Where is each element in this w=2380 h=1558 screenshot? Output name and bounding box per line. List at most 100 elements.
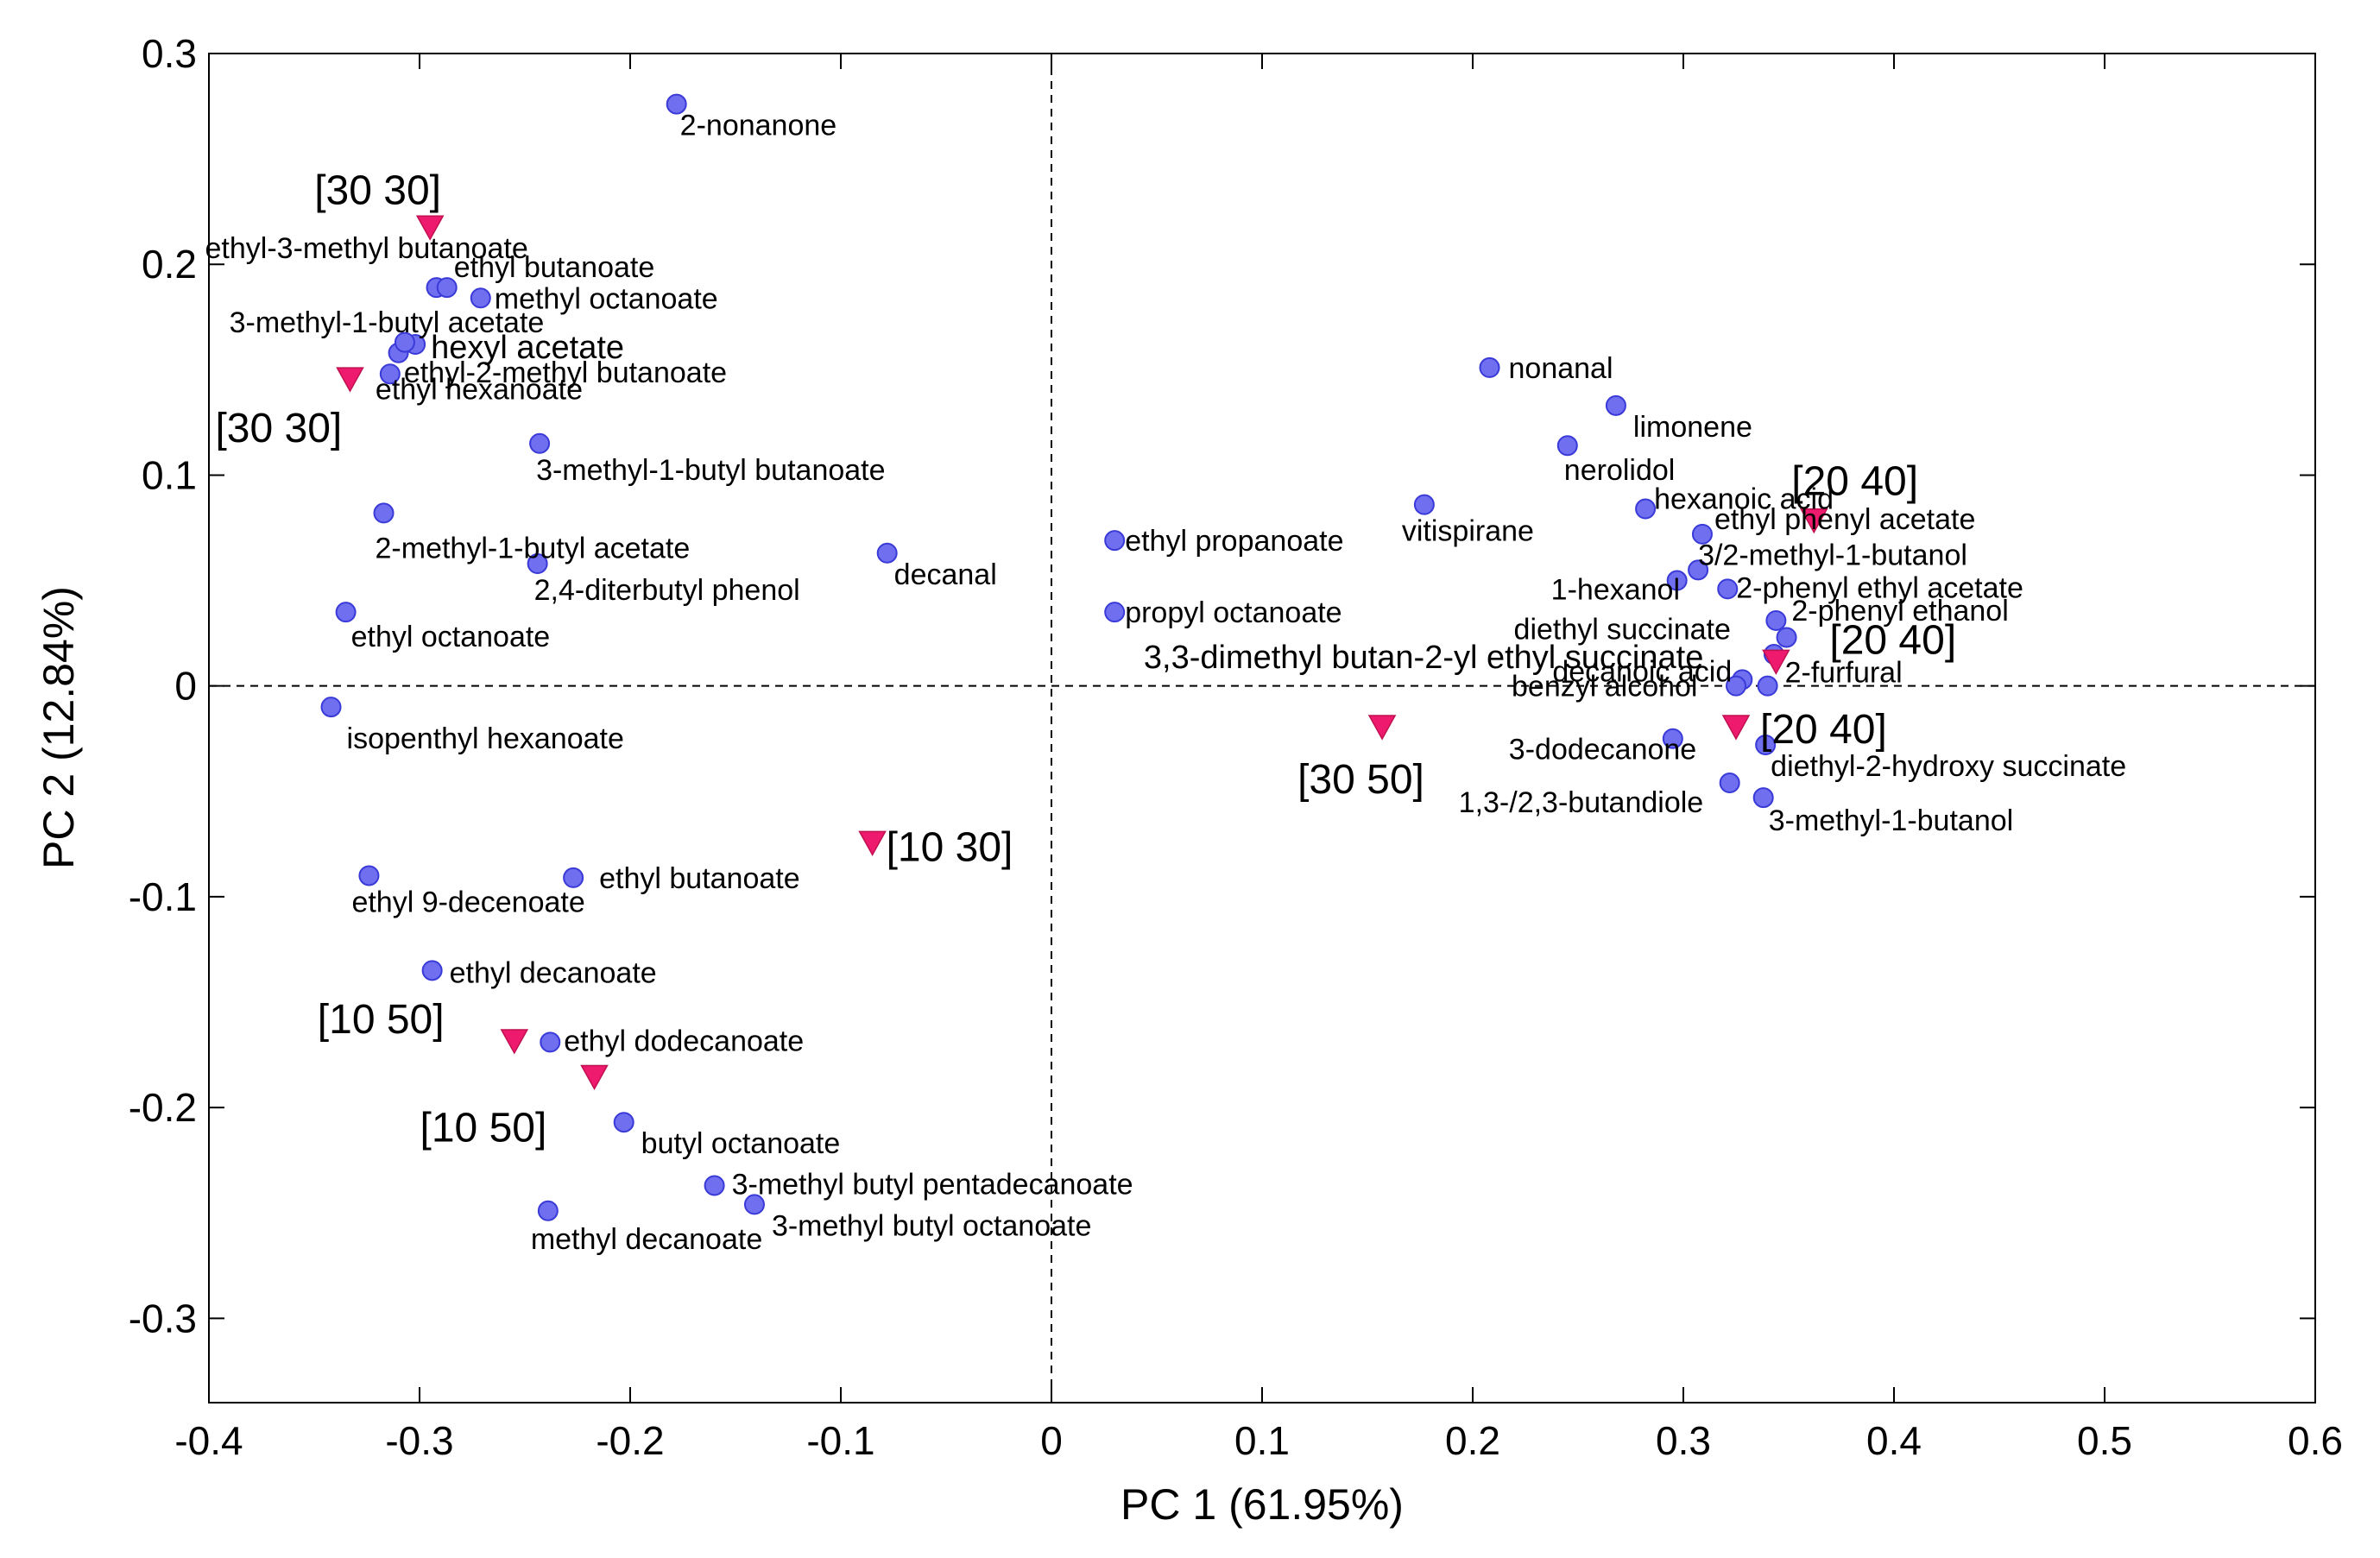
compound-label: 3-methyl-1-butyl butanoate [536, 454, 885, 487]
compound-label: 2-nonanone [680, 110, 837, 142]
compound-label: hexanoic acid [1654, 483, 1834, 516]
compound-point [1757, 675, 1778, 697]
sample-label: [30 30] [215, 406, 342, 451]
compound-label: ethyl dodecanoate [564, 1025, 804, 1057]
sample-markers [336, 215, 1828, 1091]
compound-point [373, 502, 395, 524]
compound-point [876, 542, 898, 564]
reference-lines [209, 54, 2315, 1403]
y-tick-label: 0.1 [142, 452, 197, 497]
x-tick-label: -0.2 [596, 1418, 664, 1463]
compound-label: 3-methyl butyl pentadecanoate [732, 1168, 1133, 1201]
compound-label: 3-methyl-1-butyl acetate [230, 306, 545, 339]
compound-label: methyl octanoate [495, 282, 718, 315]
sample-marker [500, 1029, 529, 1055]
compound-label: 3-dodecanone [1509, 734, 1696, 766]
compound-label: nerolidol [1564, 454, 1676, 487]
compound-label: diethyl succinate [1514, 613, 1731, 646]
sample-label: [20 40] [1791, 459, 1918, 505]
compound-point [743, 1194, 765, 1215]
sample-marker [1721, 715, 1751, 741]
compound-point [335, 602, 357, 623]
compound-label: decanoic acid [1552, 655, 1732, 688]
sample-label: [10 50] [318, 997, 445, 1043]
compound-point [1752, 787, 1774, 809]
y-tick-label: 0 [174, 664, 197, 709]
compound-point [1104, 602, 1126, 623]
compound-point [563, 867, 584, 888]
axis-ticks: -0.4 -0.3 -0.2 -0.1 0 0.1 0.2 0.3 0.4 0.5 0.6 -0.3 -… [129, 31, 2343, 1463]
compound-label: 3-methyl butyl octanoate [772, 1209, 1091, 1242]
sample-label: [20 40] [1829, 617, 1956, 663]
y-tick-label: 0.3 [142, 31, 197, 76]
compound-label: ethyl butanoate [454, 251, 655, 284]
compound-label: ethyl propanoate [1125, 525, 1343, 558]
compound-label: 2-phenyl ethyl acetate [1736, 571, 2023, 604]
compound-label: 2-furfural [1785, 657, 1903, 690]
compound-point [1605, 394, 1626, 416]
compound-label: propyl octanoate [1125, 596, 1342, 629]
compound-label: ethyl butanoate [599, 862, 800, 895]
y-tick-label: -0.3 [129, 1296, 197, 1340]
x-tick-label: 0.5 [2077, 1418, 2132, 1463]
compound-point [1765, 609, 1787, 631]
compound-point [379, 363, 401, 385]
y-tick-label: -0.2 [129, 1085, 197, 1130]
compound-point [537, 1200, 559, 1221]
compound-point [540, 1031, 561, 1053]
compound-label: 1-hexanol [1551, 574, 1680, 607]
compound-label: benzyl alcohol [1512, 671, 1697, 703]
y-tick-label: -0.1 [129, 874, 197, 919]
compound-label: ethyl-3-methyl butanoate [205, 232, 528, 265]
sample-marker [858, 830, 887, 856]
sample-label: [10 30] [887, 824, 1013, 870]
sample-label: [10 50] [420, 1105, 547, 1151]
y-axis-label: PC 2 (12.84%) [35, 586, 83, 869]
compound-point [1635, 498, 1657, 520]
compound-label: methyl decanoate [531, 1223, 762, 1256]
compound-point [529, 432, 551, 454]
compound-point [1755, 735, 1777, 756]
compound-point [1726, 675, 1746, 697]
compound-label: ethyl 9-decenoate [351, 886, 584, 918]
compound-label: ethyl octanoate [351, 621, 551, 653]
compound-point [1691, 523, 1713, 545]
x-axis-label: PC 1 (61.95%) [1121, 1480, 1404, 1529]
plot-area [208, 53, 2316, 1403]
compound-point [704, 1175, 725, 1196]
compound-label: 3,3-dimethyl butan-2-yl ethyl succinate [1144, 640, 1703, 676]
compound-point [613, 1112, 634, 1133]
compound-label: vitispirane [1402, 515, 1534, 548]
x-tick-label: 0.1 [1234, 1418, 1290, 1463]
x-tick-label: 0.4 [1866, 1418, 1922, 1463]
compound-point [394, 331, 415, 353]
compound-label: 3-methyl-1-butanol [1769, 804, 2013, 837]
compound-label: isopenthyl hexanoate [347, 722, 624, 755]
compound-point [436, 277, 458, 299]
sample-label: [20 40] [1760, 707, 1887, 753]
compound-label: ethyl hexanoate [376, 374, 583, 407]
compound-label: 2-methyl-1-butyl acetate [376, 532, 691, 565]
compound-label: decanal [894, 558, 997, 591]
compound-label: ethyl decanoate [450, 956, 657, 989]
x-tick-label: -0.4 [174, 1418, 243, 1463]
compound-point [1413, 494, 1435, 515]
compound-point [1662, 728, 1683, 749]
x-tick-label: 0.2 [1445, 1418, 1500, 1463]
compound-label: limonene [1633, 411, 1752, 444]
compound-point [527, 553, 548, 575]
compound-point [320, 697, 342, 718]
sample-marker [580, 1064, 609, 1091]
x-tick-label: -0.1 [806, 1418, 874, 1463]
compound-point [1688, 559, 1709, 581]
compound-label: diethyl-2-hydroxy succinate [1771, 750, 2126, 783]
sample-marker [415, 215, 445, 241]
compound-point [421, 960, 443, 981]
compound-point [1556, 435, 1578, 457]
compound-point [1717, 578, 1739, 600]
compound-point [1104, 530, 1126, 552]
x-tick-label: 0.3 [1656, 1418, 1711, 1463]
sample-marker [336, 367, 364, 393]
sample-label: [30 30] [314, 167, 441, 213]
